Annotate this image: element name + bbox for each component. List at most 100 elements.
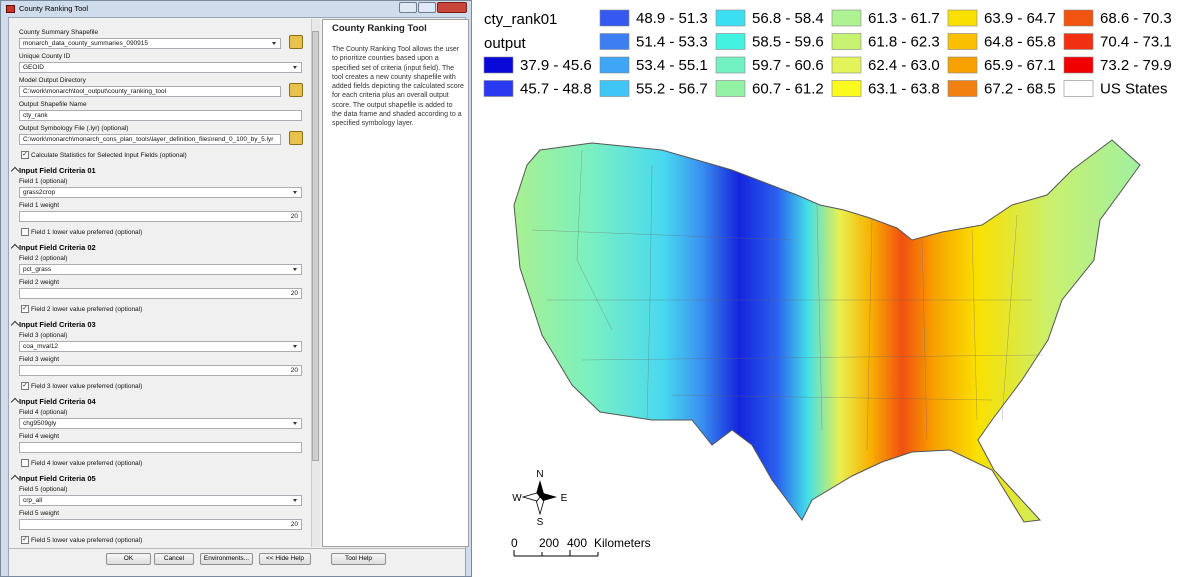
number-input[interactable]: 20	[19, 519, 302, 530]
legend-swatch	[715, 80, 746, 97]
legend-swatch	[947, 56, 978, 74]
checkbox-label: Calculate Statistics for Selected Input …	[31, 152, 187, 159]
legend-swatch	[947, 33, 978, 50]
legend-label: 59.7 - 60.6	[752, 57, 824, 74]
compass-s: S	[537, 517, 544, 528]
checkbox-label: Field 2 lower value preferred (optional)	[31, 306, 143, 313]
number-input[interactable]: 20	[19, 211, 302, 222]
legend-swatch	[1063, 56, 1094, 74]
collapse-icon[interactable]	[10, 166, 20, 176]
collapse-icon[interactable]	[10, 397, 20, 407]
checkbox[interactable]: ✓	[21, 536, 29, 544]
compass-w: W	[512, 493, 522, 504]
text-input[interactable]: cty_rank	[19, 110, 302, 121]
scrollbar-thumb[interactable]	[312, 31, 319, 461]
combo-input[interactable]: crp_all	[19, 495, 302, 506]
legend-swatch	[831, 56, 862, 74]
legend-label: 60.7 - 61.2	[752, 81, 824, 98]
checkbox[interactable]	[21, 228, 29, 236]
collapse-icon[interactable]	[10, 320, 20, 330]
legend-swatch	[831, 33, 862, 50]
legend-swatch	[715, 33, 746, 50]
dropdown-arrow	[293, 422, 297, 425]
scale-bar	[513, 550, 599, 557]
button[interactable]: Tool Help	[331, 553, 386, 565]
combo-input[interactable]: chg9509gly	[19, 418, 302, 429]
field-label: County Summary Shapefile	[19, 29, 99, 36]
legend-swatch	[599, 56, 630, 74]
field-label: Output Shapefile Name	[19, 101, 87, 108]
dropdown-arrow	[293, 191, 297, 194]
combo-input[interactable]: GEOID	[19, 62, 302, 73]
checkbox[interactable]	[21, 459, 29, 467]
browse-button[interactable]	[289, 35, 303, 49]
number-input[interactable]: 20	[19, 365, 302, 376]
close-button[interactable]	[437, 2, 467, 13]
form-panel: County Summary Shapefile monarch_data_cou…	[10, 19, 311, 547]
legend-label: 53.4 - 55.1	[636, 57, 708, 74]
section-header: Input Field Criteria 04	[19, 397, 96, 406]
combo-input[interactable]: coa_mval12	[19, 341, 302, 352]
legend-label: 55.2 - 56.7	[636, 81, 708, 98]
legend-label: 63.9 - 64.7	[984, 10, 1056, 27]
legend-label: 64.8 - 65.8	[984, 34, 1056, 51]
us-map	[513, 139, 1141, 523]
legend-swatch	[483, 56, 514, 74]
text-input[interactable]: C:\work\monarch\monarch_cons_plan_tools\…	[19, 134, 281, 145]
dialog-window: County Ranking Tool County Summary Shape…	[0, 0, 472, 577]
button[interactable]: << Hide Help	[259, 553, 311, 565]
legend-swatch	[599, 9, 630, 27]
legend-swatch	[947, 9, 978, 27]
checkbox[interactable]: ✓	[21, 382, 29, 390]
legend-label: 67.2 - 68.5	[984, 81, 1056, 98]
combo-input[interactable]: grass2crop	[19, 187, 302, 198]
collapse-icon[interactable]	[10, 243, 20, 253]
number-input[interactable]: 20	[19, 288, 302, 299]
section-header: Input Field Criteria 03	[19, 320, 96, 329]
field-label: Field 2 weight	[19, 279, 60, 286]
north-arrow	[521, 480, 557, 516]
scale-label: 0	[511, 536, 518, 550]
dropdown-arrow	[293, 268, 297, 271]
browse-button[interactable]	[289, 83, 303, 97]
field-label: Field 4 (optional)	[19, 409, 68, 416]
legend-field: output	[484, 35, 527, 52]
browse-button[interactable]	[289, 131, 303, 145]
combo-input[interactable]: pct_grass	[19, 264, 302, 275]
legend-label: 70.4 - 73.1	[1100, 34, 1172, 51]
legend-swatch	[715, 9, 746, 27]
button[interactable]: Cancel	[154, 553, 194, 565]
legend-swatch	[599, 80, 630, 97]
legend-label: 51.4 - 53.3	[636, 34, 708, 51]
maximize-button[interactable]	[418, 2, 436, 13]
combo-input[interactable]: monarch_data_county_summaries_090915	[19, 38, 281, 49]
legend-label: US States	[1100, 81, 1168, 98]
legend-swatch	[1063, 80, 1094, 97]
number-input[interactable]	[19, 442, 302, 453]
dropdown-arrow	[293, 345, 297, 348]
legend-label: 65.9 - 67.1	[984, 57, 1056, 74]
field-label: Model Output Directory	[19, 77, 86, 84]
button[interactable]: OK	[106, 553, 151, 565]
button[interactable]: Environments...	[200, 553, 253, 565]
section-header: Input Field Criteria 05	[19, 474, 96, 483]
help-panel	[322, 19, 469, 547]
legend-label: 68.6 - 70.3	[1100, 10, 1172, 27]
checkbox[interactable]: ✓	[21, 305, 29, 313]
legend-swatch	[831, 9, 862, 27]
checkbox[interactable]: ✓	[21, 151, 29, 159]
legend-label: 58.5 - 59.6	[752, 34, 824, 51]
minimize-button[interactable]	[399, 2, 417, 13]
legend-swatch	[1063, 9, 1094, 27]
text-input[interactable]: C:\work\monarch\tool_output\county_ranki…	[19, 86, 281, 97]
legend-swatch	[599, 33, 630, 50]
legend-swatch	[1063, 33, 1094, 50]
legend-label: 48.9 - 51.3	[636, 10, 708, 27]
legend-label: 62.4 - 63.0	[868, 57, 940, 74]
collapse-icon[interactable]	[10, 474, 20, 484]
field-label: Output Symbology File (.lyr) (optional)	[19, 125, 129, 132]
title-icon	[6, 5, 15, 13]
field-label: Field 4 weight	[19, 433, 60, 440]
dropdown-arrow	[272, 42, 276, 45]
